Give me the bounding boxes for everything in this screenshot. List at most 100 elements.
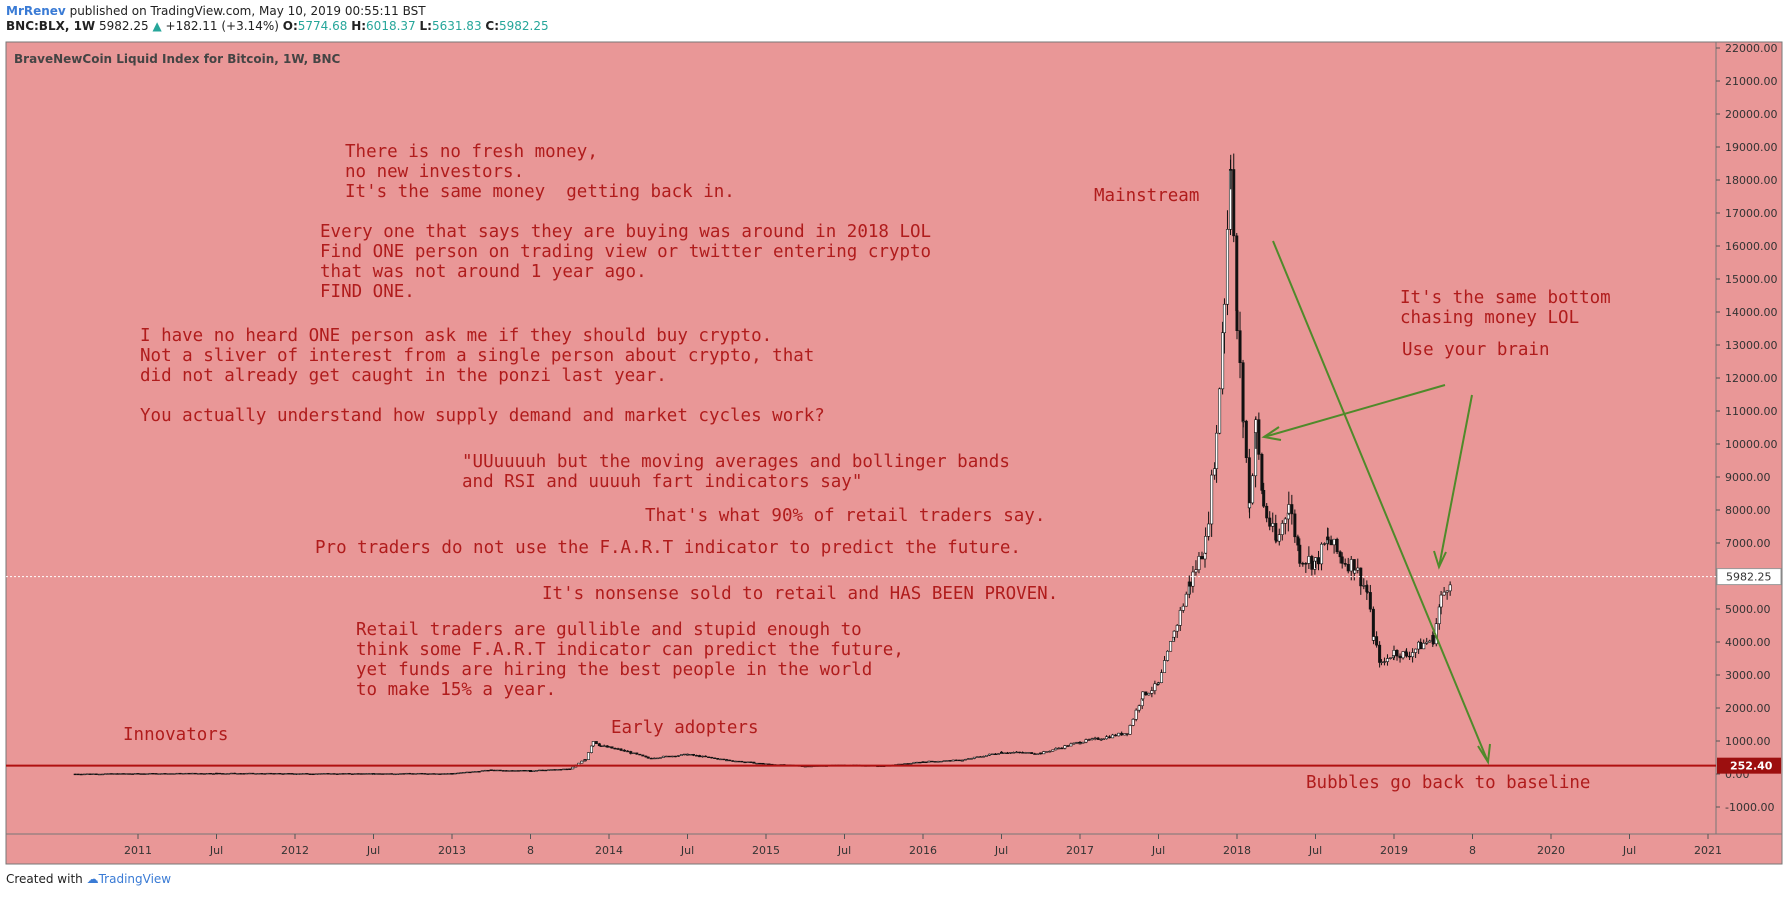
candle-body bbox=[375, 773, 379, 775]
candle-body bbox=[948, 760, 952, 762]
candle-body bbox=[296, 773, 300, 775]
annotation-18: yet funds are hiring the best people in … bbox=[356, 660, 872, 680]
candle-body bbox=[248, 772, 252, 775]
candle-body bbox=[1238, 330, 1242, 363]
candle-body bbox=[1268, 517, 1272, 527]
x-tick-label: Jul bbox=[366, 844, 380, 857]
candle-body bbox=[1290, 504, 1294, 515]
candle-body bbox=[580, 760, 584, 764]
y-tick-label: 8000.00 bbox=[1725, 504, 1771, 517]
candle-body bbox=[242, 773, 246, 775]
candle-body bbox=[652, 757, 656, 760]
candle-body bbox=[73, 773, 77, 776]
x-tick-label: 2019 bbox=[1380, 844, 1408, 857]
candle-body bbox=[163, 773, 167, 775]
candle-body bbox=[1392, 650, 1396, 656]
candle-body bbox=[441, 773, 445, 775]
candle-body bbox=[966, 758, 970, 760]
y-tick-label: 19000.00 bbox=[1725, 141, 1778, 154]
candle-body bbox=[1235, 310, 1239, 331]
candle-body bbox=[136, 773, 140, 775]
candle-body bbox=[1405, 652, 1409, 657]
candle-body bbox=[1006, 752, 1010, 754]
candle-body bbox=[88, 773, 92, 775]
candle-body bbox=[347, 773, 351, 775]
candle-body bbox=[1099, 738, 1103, 741]
candle-body bbox=[990, 753, 994, 756]
candle-body bbox=[1213, 468, 1217, 476]
candle-body bbox=[538, 769, 542, 772]
candle-body bbox=[350, 773, 354, 775]
candle-body bbox=[541, 769, 545, 772]
candle-body bbox=[122, 773, 126, 775]
candle-body bbox=[1244, 420, 1248, 458]
x-tick-label: 2017 bbox=[1066, 844, 1094, 857]
candle-body bbox=[689, 754, 693, 756]
candle-body bbox=[722, 758, 726, 761]
candle-body bbox=[269, 772, 273, 775]
candle-body bbox=[465, 771, 469, 774]
candle-body bbox=[1395, 650, 1399, 657]
high-value: 6018.37 bbox=[366, 19, 416, 33]
candle-body bbox=[646, 756, 650, 759]
x-tick-label: 2016 bbox=[909, 844, 937, 857]
candle-body bbox=[305, 773, 309, 775]
candle-body bbox=[172, 773, 176, 775]
annotation-16: Retail traders are gullible and stupid e… bbox=[356, 620, 862, 640]
candle-body bbox=[1411, 652, 1415, 658]
x-axis-ticks: 2011 Jul 2012 Jul 2013 8 2014 Jul 2015 Jul 2016 Jul… bbox=[124, 834, 1722, 857]
candle-body bbox=[1137, 705, 1141, 711]
candle-body bbox=[278, 772, 282, 775]
baseline-label: 252.40 bbox=[1730, 760, 1773, 773]
candle-body bbox=[356, 773, 360, 775]
candle-body bbox=[1057, 747, 1061, 750]
annotation-bubbles: Bubbles go back to baseline bbox=[1306, 773, 1590, 793]
candle-body bbox=[1102, 738, 1106, 740]
candle-body bbox=[525, 770, 529, 772]
candle-body bbox=[254, 773, 258, 775]
candle-body bbox=[480, 770, 484, 772]
candle-body bbox=[275, 772, 279, 775]
candle-body bbox=[1030, 752, 1034, 754]
candle-body bbox=[1378, 644, 1382, 663]
candle-body bbox=[1200, 556, 1204, 560]
candle-body bbox=[701, 755, 705, 758]
author-link[interactable]: MrRenev bbox=[6, 4, 66, 18]
candle-body bbox=[728, 759, 732, 762]
candle-body bbox=[972, 756, 976, 759]
candle-body bbox=[1398, 655, 1402, 659]
candle-body bbox=[1204, 536, 1208, 554]
candle-body bbox=[1093, 737, 1097, 740]
candle-body bbox=[359, 773, 363, 775]
x-tick-label: 2012 bbox=[281, 844, 309, 857]
candle-body bbox=[626, 750, 630, 753]
candle-body bbox=[644, 755, 648, 758]
candle-body bbox=[272, 773, 276, 775]
annotation-5: that was not around 1 year ago. bbox=[320, 262, 647, 282]
candle-body bbox=[97, 773, 101, 776]
candle-body bbox=[208, 772, 212, 775]
label-early-adopters: Early adopters bbox=[611, 718, 759, 738]
candle-body bbox=[402, 773, 406, 775]
candle-body bbox=[559, 769, 563, 771]
candle-body bbox=[906, 763, 910, 765]
candle-body bbox=[993, 753, 997, 756]
annotation-17: think some F.A.R.T indicator can predict… bbox=[356, 640, 904, 660]
candle-body bbox=[556, 769, 560, 771]
candle-body bbox=[1274, 539, 1278, 542]
candle-body bbox=[218, 772, 222, 775]
annotation-3: Every one that says they are buying was … bbox=[320, 222, 931, 242]
candle-body bbox=[607, 746, 611, 748]
label-innovators: Innovators bbox=[123, 725, 228, 745]
candle-body bbox=[635, 752, 639, 755]
candle-body bbox=[131, 773, 135, 775]
x-tick-label: 2014 bbox=[595, 844, 623, 857]
candle-body bbox=[1320, 543, 1324, 565]
candle-body bbox=[954, 759, 958, 762]
candle-body bbox=[658, 757, 662, 759]
candle-body bbox=[266, 772, 270, 775]
y-tick-label: 14000.00 bbox=[1725, 306, 1778, 319]
candle-body bbox=[930, 760, 934, 763]
tradingview-link[interactable]: TradingView bbox=[98, 872, 172, 886]
